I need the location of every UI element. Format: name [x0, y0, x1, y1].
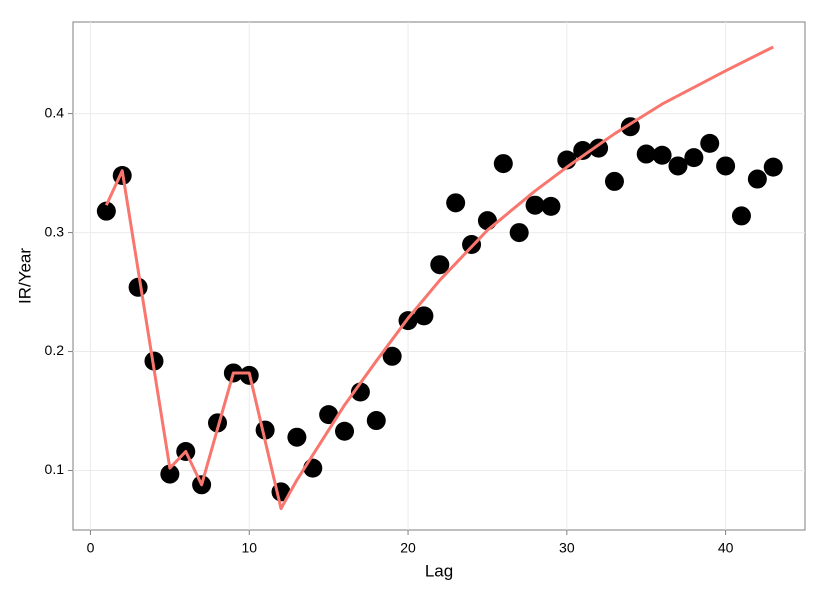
- plot-panel: [72, 21, 806, 531]
- y-axis-title: IR/Year: [15, 248, 34, 304]
- point: [160, 464, 180, 484]
- point: [573, 140, 593, 160]
- point: [636, 144, 656, 164]
- x-tick-label: 0: [87, 540, 95, 556]
- y-tick-label: 0.1: [45, 461, 65, 477]
- point: [716, 156, 736, 176]
- point: [541, 196, 561, 216]
- point: [652, 145, 672, 165]
- point: [287, 427, 307, 447]
- line: [104, 45, 774, 511]
- point: [430, 255, 450, 275]
- point: [414, 306, 434, 326]
- y-tick-label: 0.3: [45, 223, 65, 239]
- point: [366, 411, 386, 431]
- point: [477, 211, 497, 231]
- point: [493, 154, 513, 174]
- point: [684, 148, 704, 168]
- point: [382, 346, 402, 366]
- y-tick-label: 0.4: [45, 104, 65, 120]
- point: [700, 133, 720, 153]
- point: [525, 195, 545, 215]
- point: [509, 223, 529, 243]
- x-tick-label: 10: [241, 540, 257, 556]
- point: [747, 169, 767, 189]
- x-tick-label: 30: [559, 540, 575, 556]
- x-axis-title: Lag: [425, 561, 453, 580]
- point: [763, 157, 783, 177]
- point: [335, 421, 355, 441]
- point: [446, 193, 466, 213]
- point: [731, 206, 751, 226]
- x-tick-label: 20: [400, 540, 416, 556]
- point: [207, 413, 227, 433]
- point: [604, 171, 624, 191]
- point: [668, 156, 688, 176]
- x-tick-label: 40: [718, 540, 734, 556]
- y-tick-label: 0.2: [45, 342, 65, 358]
- point: [128, 277, 148, 297]
- point: [319, 405, 339, 425]
- point: [96, 201, 116, 221]
